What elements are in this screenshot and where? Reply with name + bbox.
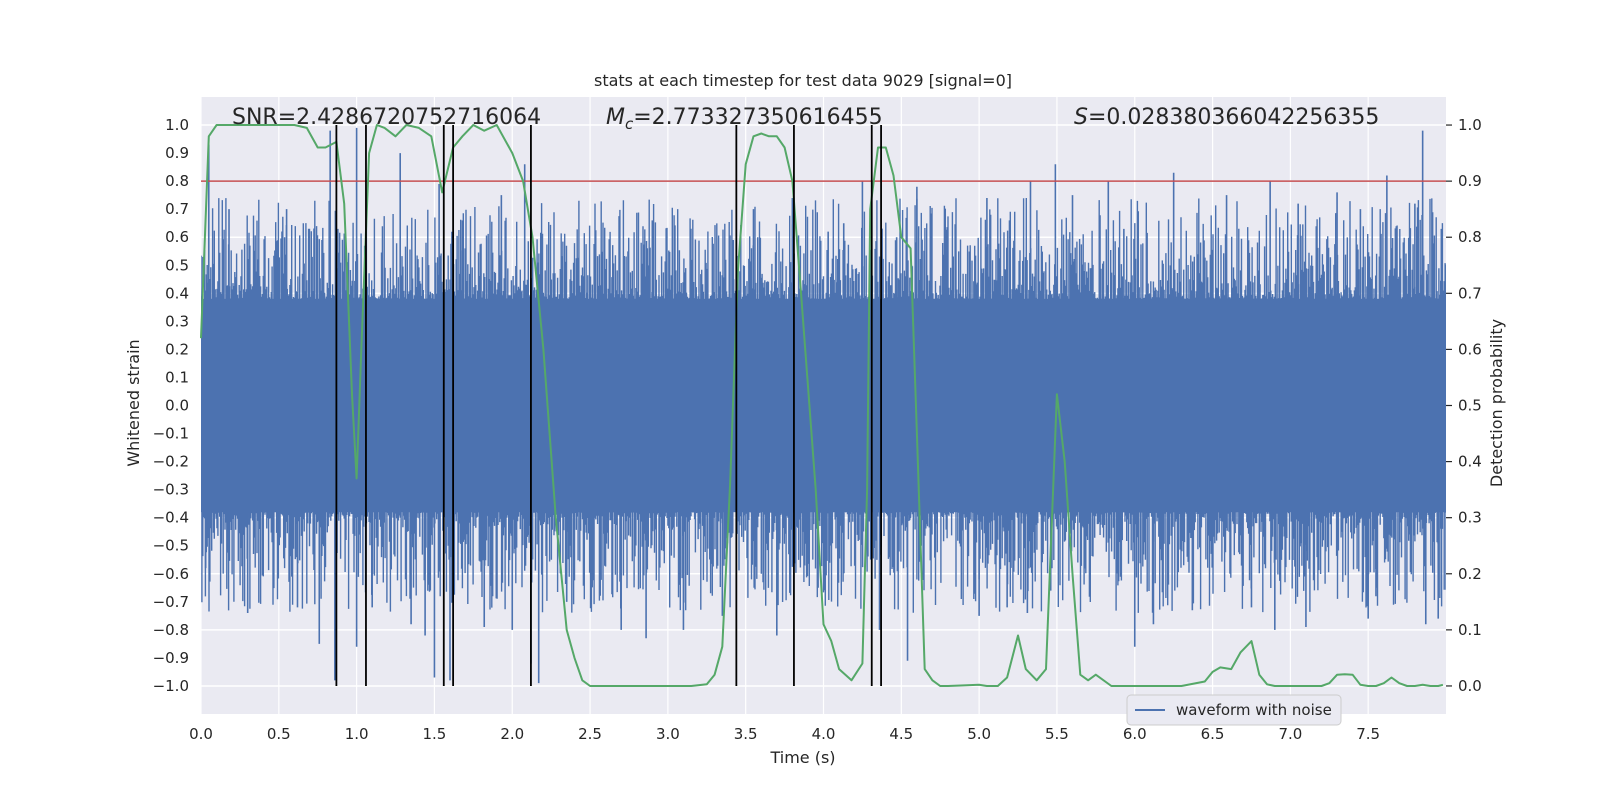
x-axis-label: Time (s): [769, 748, 835, 767]
x-tick-label: 1.0: [345, 725, 369, 743]
legend: waveform with noise: [1126, 694, 1342, 726]
y-right-tick-label: 0.4: [1458, 453, 1482, 471]
legend-label: waveform with noise: [1176, 701, 1332, 719]
y-left-tick-label: −0.5: [153, 537, 189, 555]
y-right-tick-label: 0.3: [1458, 509, 1482, 527]
y-left-tick-label: 0.3: [165, 312, 189, 330]
x-tick-label: 2.5: [578, 725, 602, 743]
y-left-tick-label: 0.5: [165, 256, 189, 274]
y-left-tick-label: 0.0: [165, 397, 189, 415]
y-left-tick-label: −0.3: [153, 481, 189, 499]
x-tick-label: 6.5: [1201, 725, 1225, 743]
x-tick-label: 3.5: [734, 725, 758, 743]
x-tick-label: 4.5: [889, 725, 913, 743]
y-left-tick-label: −1.0: [153, 677, 189, 695]
chirp-mass-symbol: M: [606, 105, 625, 130]
detection-probability-line: [200, 124, 1444, 687]
y-left-tick-label: −0.9: [153, 649, 189, 667]
detection-probability-series: [200, 124, 1444, 687]
y-axis-label-left: Whitened strain: [124, 339, 143, 466]
legend-box: [1126, 694, 1342, 726]
y-right-tick-label: 0.0: [1458, 677, 1482, 695]
snr-annotation: SNR=2.4286720752716064: [232, 105, 541, 130]
x-tick-label: 2.0: [500, 725, 524, 743]
y-right-tick-label: 1.0: [1458, 116, 1482, 134]
y-right-tick-label: 0.5: [1458, 397, 1482, 415]
y-left-tick-label: 0.9: [165, 144, 189, 162]
y-right-tick-label: 0.2: [1458, 565, 1482, 583]
x-tick-label: 7.0: [1278, 725, 1302, 743]
y-left-tick-label: 0.6: [165, 228, 189, 246]
s-value: =0.028380366042256355: [1088, 105, 1379, 130]
y-left-tick-label: −0.1: [153, 425, 189, 443]
y-left-tick-label: 0.2: [165, 340, 189, 358]
y-right-tick-label: 0.1: [1458, 621, 1482, 639]
x-tick-label: 4.0: [812, 725, 836, 743]
y-left-tick-label: 1.0: [165, 116, 189, 134]
y-left-tick-label: −0.8: [153, 621, 189, 639]
y-right-tick-label: 0.8: [1458, 228, 1482, 246]
y-right-tick-label: 0.6: [1458, 340, 1482, 358]
x-tick-label: 5.5: [1045, 725, 1069, 743]
y-left-tick-label: 0.8: [165, 172, 189, 190]
y-right-tick-label: 0.9: [1458, 172, 1482, 190]
y-left-tick-label: 0.4: [165, 284, 189, 302]
chart-title: stats at each timestep for test data 902…: [594, 71, 1012, 90]
x-tick-label: 3.0: [656, 725, 680, 743]
x-tick-label: 6.0: [1123, 725, 1147, 743]
y-left-tick-label: −0.6: [153, 565, 189, 583]
waveform-envelope: [201, 198, 1446, 613]
s-annotation: S=0.028380366042256355: [1074, 105, 1379, 130]
vertical-markers: [335, 125, 882, 686]
waveform-series: [201, 127, 1446, 684]
y-left-tick-label: −0.2: [153, 453, 189, 471]
y-left-tick-label: 0.7: [165, 200, 189, 218]
axis-ticks: 0.0 0.5 1.0 1.5 2.0 2.5 3.0 3.5 4.0 4.5 5.0 5.5 6.0 6…: [153, 116, 1482, 743]
x-tick-label: 7.5: [1356, 725, 1380, 743]
x-tick-label: 0.5: [267, 725, 291, 743]
x-tick-label: 0.0: [189, 725, 213, 743]
y-left-tick-label: 0.1: [165, 368, 189, 386]
y-axis-label-right: Detection probability: [1487, 319, 1506, 487]
y-left-tick-label: −0.7: [153, 593, 189, 611]
x-tick-label: 1.5: [423, 725, 447, 743]
x-tick-label: 5.0: [967, 725, 991, 743]
chirp-mass-annotation: Mc=2.773327350616455: [606, 105, 883, 133]
chirp-mass-value: =2.773327350616455: [633, 105, 882, 130]
chirp-mass-subscript: c: [625, 115, 634, 133]
s-symbol: S: [1074, 105, 1088, 130]
y-right-tick-label: 0.7: [1458, 284, 1482, 302]
y-left-tick-label: −0.4: [153, 509, 189, 527]
